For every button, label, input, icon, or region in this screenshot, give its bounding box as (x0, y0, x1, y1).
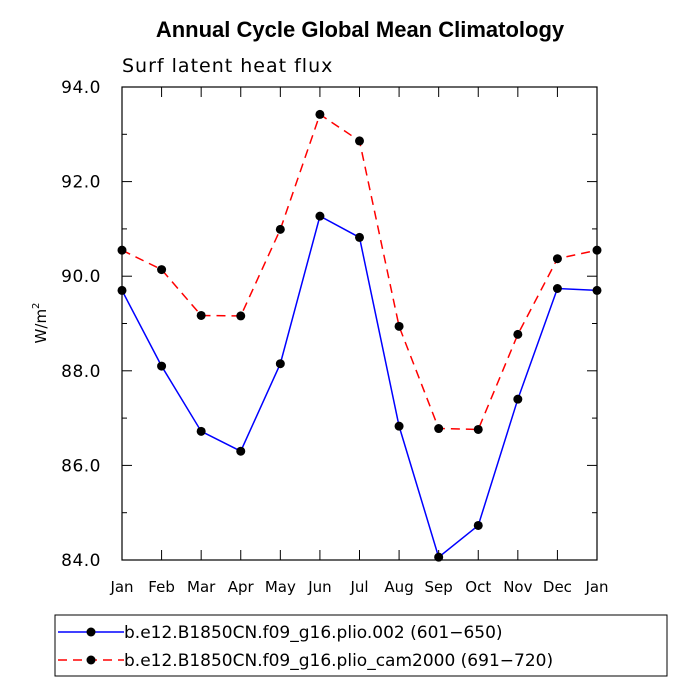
legend-label-series-1: b.e12.B1850CN.f09_g16.plio.002 (601−650) (124, 623, 503, 643)
y-tick-label: 86.0 (61, 456, 101, 476)
x-tick-label: Jun (307, 578, 331, 596)
x-tick-label: Jul (349, 578, 368, 596)
series-1-point (513, 394, 523, 404)
y-axis-label-main: W/m (32, 309, 50, 344)
x-tick-label: Aug (384, 578, 413, 596)
series-1-point (473, 520, 483, 530)
series-2-point (552, 254, 562, 264)
axis-ticks (121, 86, 598, 561)
legend-marker-series-1 (86, 627, 96, 637)
y-axis-label: W/m2 (31, 303, 50, 344)
x-tick-label: Dec (543, 578, 572, 596)
series-1-point (157, 361, 167, 371)
svg-text:W/m2: W/m2 (31, 303, 50, 344)
plot-frame (121, 86, 598, 561)
series-layer (117, 109, 602, 562)
series-1-point (196, 426, 206, 436)
series-1-point (275, 359, 285, 369)
series-1-point (236, 446, 246, 456)
y-axis-label-superscript: 2 (31, 303, 42, 309)
x-tick-label: Apr (228, 578, 255, 596)
legend-label-series-2: b.e12.B1850CN.f09_g16.plio_cam2000 (691−… (124, 651, 553, 671)
x-tick-label: Mar (187, 578, 216, 596)
series-2-point (513, 329, 523, 339)
series-2-point (355, 136, 364, 146)
chart-subtitle: Surf latent heat flux (122, 55, 333, 77)
series-line-1 (121, 215, 598, 559)
series-1-point (315, 211, 325, 221)
legend-box (54, 614, 668, 677)
series-line-2 (121, 113, 598, 431)
legend: b.e12.B1850CN.f09_g16.plio.002 (601−650)… (54, 614, 668, 677)
legend-marker-series-2 (86, 655, 96, 665)
series-2-point (315, 109, 325, 119)
x-tick-label: Oct (465, 578, 491, 596)
series-2-point (394, 321, 404, 331)
series-2-point (236, 311, 246, 321)
x-tick-label: Sep (425, 578, 453, 596)
x-tick-label: Feb (148, 578, 175, 596)
x-tick-label: Jan (109, 578, 133, 596)
series-2-point (275, 224, 285, 234)
series-2-point (473, 424, 483, 434)
series-2-point (434, 424, 444, 434)
series-2-point (157, 265, 167, 275)
series-1-point (355, 232, 364, 242)
series-2-point (196, 310, 206, 320)
y-tick-label: 90.0 (61, 267, 101, 287)
y-tick-label: 92.0 (61, 173, 101, 193)
series-1-point (552, 283, 562, 293)
x-tick-label: May (265, 578, 296, 596)
x-tick-label: Nov (503, 578, 532, 596)
y-tick-label: 94.0 (61, 78, 101, 98)
y-tick-labels: 84.0 86.0 88.0 90.0 92.0 94.0 (61, 78, 101, 571)
series-1-point (394, 421, 404, 431)
y-tick-label: 88.0 (61, 362, 101, 382)
x-tick-label: Jan (584, 578, 608, 596)
chart-title: Annual Cycle Global Mean Climatology (156, 17, 565, 42)
y-tick-label: 84.0 (61, 551, 101, 571)
x-tick-labels: Jan Feb Mar Apr May Jun Jul Aug Sep Oct Nov Dec Jan (109, 578, 608, 596)
